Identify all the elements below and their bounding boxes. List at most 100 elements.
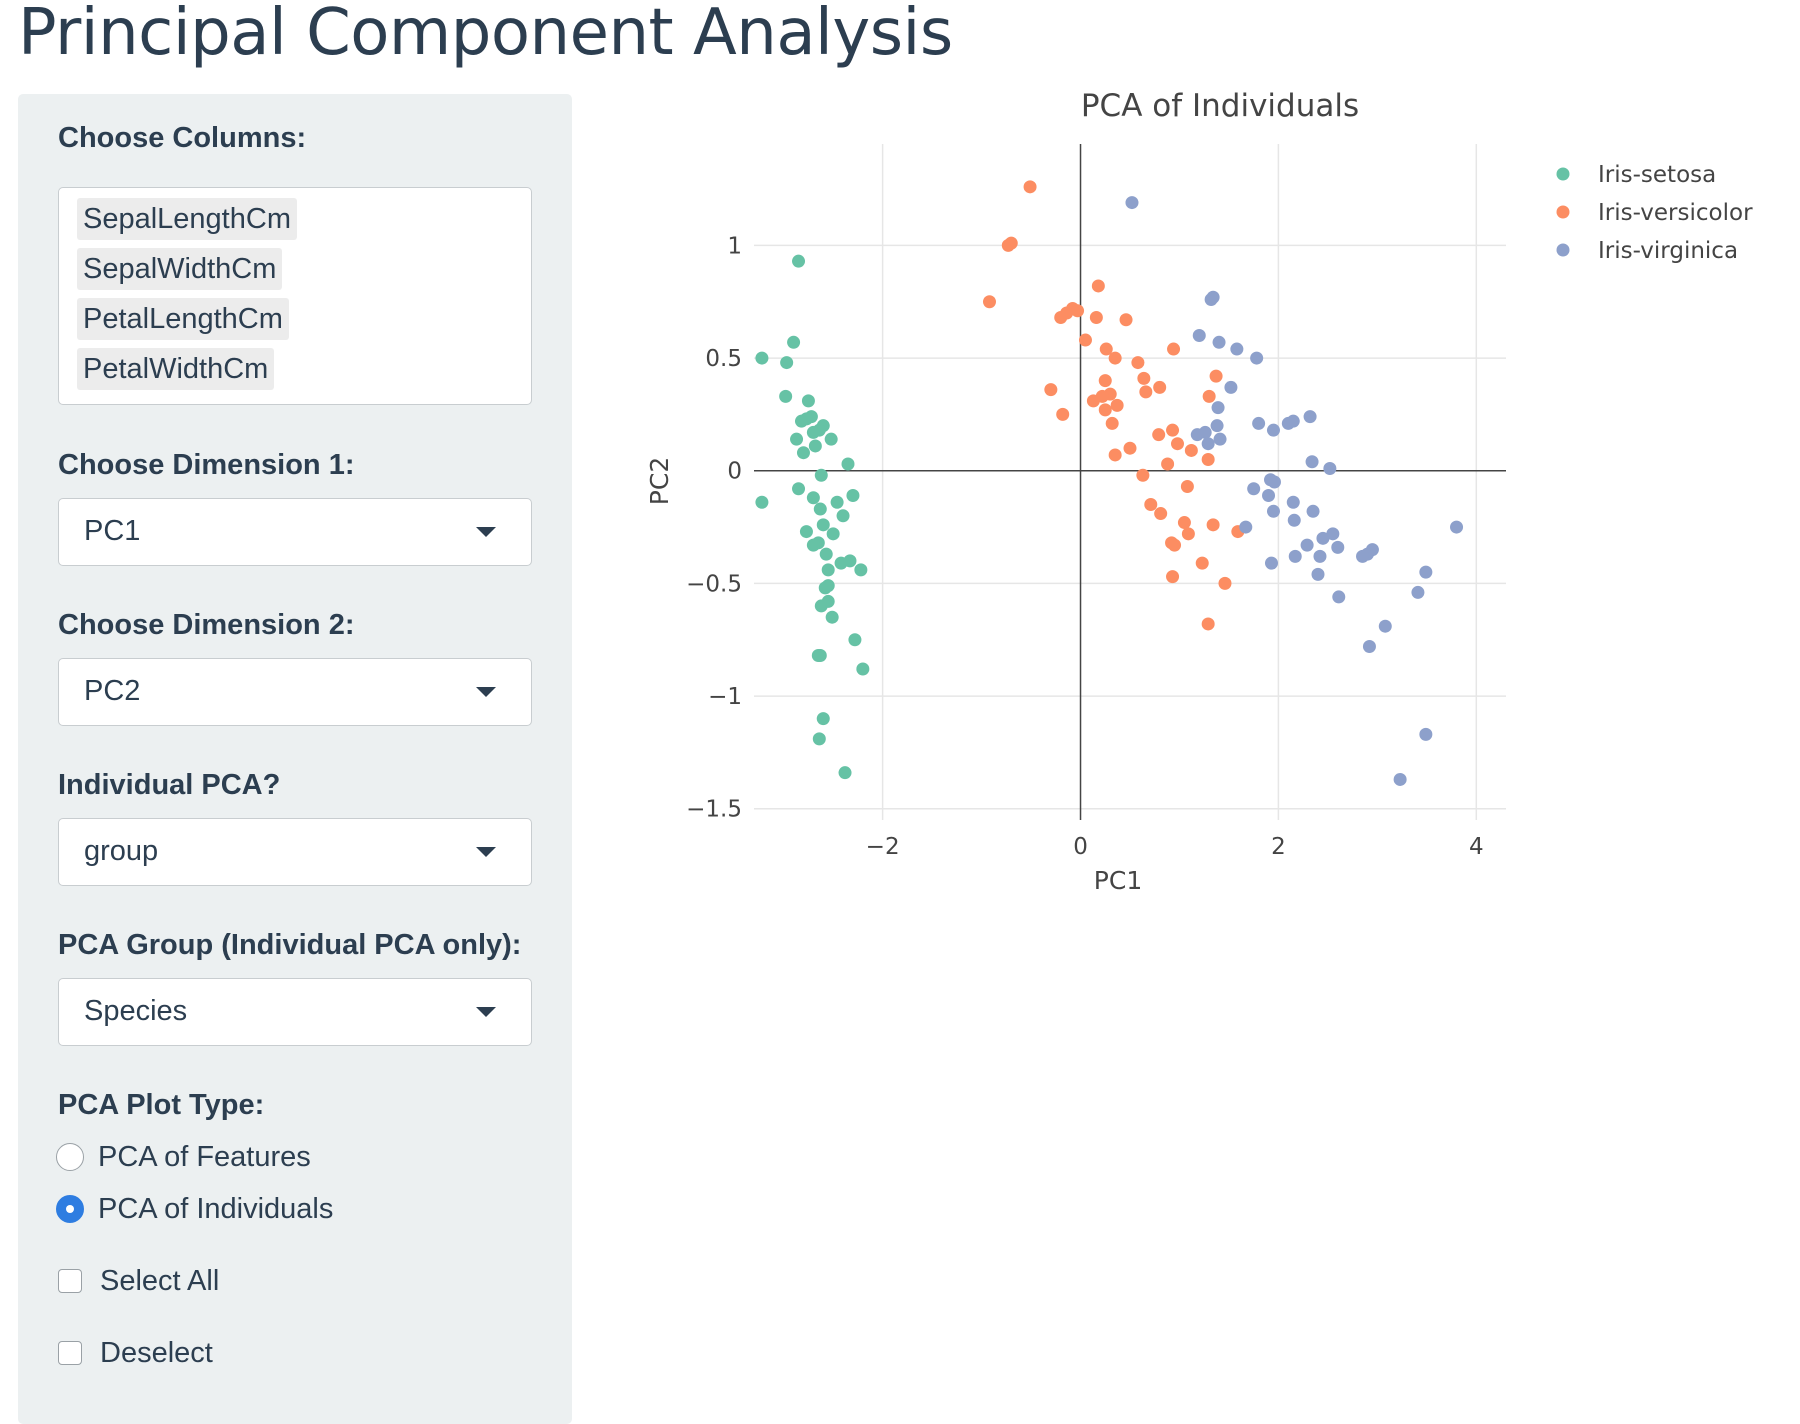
data-point <box>792 254 806 268</box>
data-point <box>1131 356 1145 370</box>
data-point <box>854 563 868 577</box>
data-point <box>856 662 870 676</box>
data-point <box>1411 585 1425 599</box>
data-point <box>1180 480 1194 494</box>
data-point <box>1098 403 1112 417</box>
data-point <box>1362 639 1376 653</box>
individual-pca-value: group <box>84 835 159 867</box>
plot-type-label: PCA Plot Type: <box>58 1089 265 1121</box>
chevron-down-icon <box>476 687 496 697</box>
data-point <box>1071 304 1085 318</box>
data-point <box>1201 437 1215 451</box>
data-point <box>1153 380 1167 394</box>
pca-group-label: PCA Group (Individual PCA only): <box>58 929 522 961</box>
x-tick-label: 0 <box>1073 834 1088 860</box>
legend-marker <box>1556 167 1570 181</box>
radio-button-checked[interactable] <box>56 1195 84 1223</box>
data-point <box>1167 342 1181 356</box>
data-point <box>799 412 813 426</box>
data-point <box>1023 180 1037 194</box>
data-point <box>1152 428 1166 442</box>
data-point <box>825 610 839 624</box>
column-chip[interactable]: PetalWidthCm <box>77 348 275 390</box>
data-point <box>806 538 820 552</box>
data-point <box>1137 371 1151 385</box>
checkbox-label: Select All <box>100 1264 220 1297</box>
dimension1-select[interactable]: PC1 <box>58 498 532 566</box>
data-point <box>1212 335 1226 349</box>
column-chip[interactable]: SepalWidthCm <box>77 248 283 290</box>
checkbox[interactable] <box>58 1269 82 1293</box>
individual-pca-label: Individual PCA? <box>58 769 281 801</box>
deselect-checkbox[interactable]: Deselect <box>56 1333 213 1373</box>
data-point <box>1099 342 1113 356</box>
checkbox[interactable] <box>58 1341 82 1365</box>
data-point <box>1250 351 1264 365</box>
data-point <box>1419 727 1433 741</box>
data-point <box>1287 513 1301 527</box>
data-point <box>1306 504 1320 518</box>
data-point <box>1247 482 1261 496</box>
data-point <box>1177 516 1191 530</box>
data-point <box>1288 549 1302 563</box>
pca-plot[interactable]: PCA of Individuals −2 0 2 4 −1.5 −1 −0.5 0 0.5 1 … <box>620 80 1800 940</box>
data-point <box>779 389 793 403</box>
data-point <box>1213 432 1227 446</box>
data-point <box>1204 292 1218 306</box>
pca-group-select[interactable]: Species <box>58 978 532 1046</box>
data-point <box>1218 576 1232 590</box>
data-point <box>841 457 855 471</box>
data-point <box>1286 495 1300 509</box>
data-point <box>824 432 838 446</box>
data-point <box>826 527 840 541</box>
column-chip[interactable]: SepalLengthCm <box>77 198 297 240</box>
data-point <box>1201 617 1215 631</box>
y-axis-label: PC2 <box>645 457 674 505</box>
legend-marker <box>1556 205 1570 219</box>
dimension2-value: PC2 <box>84 675 141 707</box>
data-point <box>1078 333 1092 347</box>
scatter-chart[interactable]: PCA of Individuals −2 0 2 4−1.5−1−0.500.51 … <box>620 80 1800 940</box>
chart-points <box>755 180 1464 786</box>
data-point <box>780 356 794 370</box>
data-point <box>1230 342 1244 356</box>
data-point <box>1184 443 1198 457</box>
chevron-down-icon <box>476 1007 496 1017</box>
radio-pca-individuals[interactable]: PCA of Individuals <box>56 1189 333 1229</box>
data-point <box>1332 590 1346 604</box>
data-point <box>1211 401 1225 415</box>
data-point <box>1393 772 1407 786</box>
data-point <box>836 509 850 523</box>
data-point <box>1161 457 1175 471</box>
data-point <box>816 712 830 726</box>
data-point <box>1125 196 1139 210</box>
data-point <box>1252 416 1266 430</box>
data-point <box>838 766 852 780</box>
dimension2-select[interactable]: PC2 <box>58 658 532 726</box>
chart-axes: −2 0 2 4 −1.5 −1 −0.5 0 0.5 1 <box>686 144 1506 860</box>
data-point <box>1054 311 1068 325</box>
data-point <box>848 633 862 647</box>
legend-label: Iris-virginica <box>1598 238 1738 264</box>
data-point <box>816 518 830 532</box>
data-point <box>1266 423 1280 437</box>
data-point <box>1170 437 1184 451</box>
y-tick-label: −1.5 <box>686 797 742 823</box>
dimension1-label: Choose Dimension 1: <box>58 449 355 481</box>
x-tick-label: 4 <box>1469 834 1484 860</box>
data-point <box>1305 455 1319 469</box>
data-point <box>1190 428 1204 442</box>
data-point <box>1313 549 1327 563</box>
data-point <box>1264 556 1278 570</box>
data-point <box>819 547 833 561</box>
individual-pca-select[interactable]: group <box>58 818 532 886</box>
data-point <box>808 439 822 453</box>
data-point <box>755 351 769 365</box>
data-point <box>821 579 835 593</box>
radio-button[interactable] <box>56 1143 84 1171</box>
radio-pca-features[interactable]: PCA of Features <box>56 1137 311 1177</box>
data-point <box>1056 407 1070 421</box>
columns-multiselect[interactable]: SepalLengthCm SepalWidthCm PetalLengthCm… <box>58 187 532 405</box>
select-all-checkbox[interactable]: Select All <box>56 1261 219 1301</box>
column-chip[interactable]: PetalLengthCm <box>77 298 289 340</box>
